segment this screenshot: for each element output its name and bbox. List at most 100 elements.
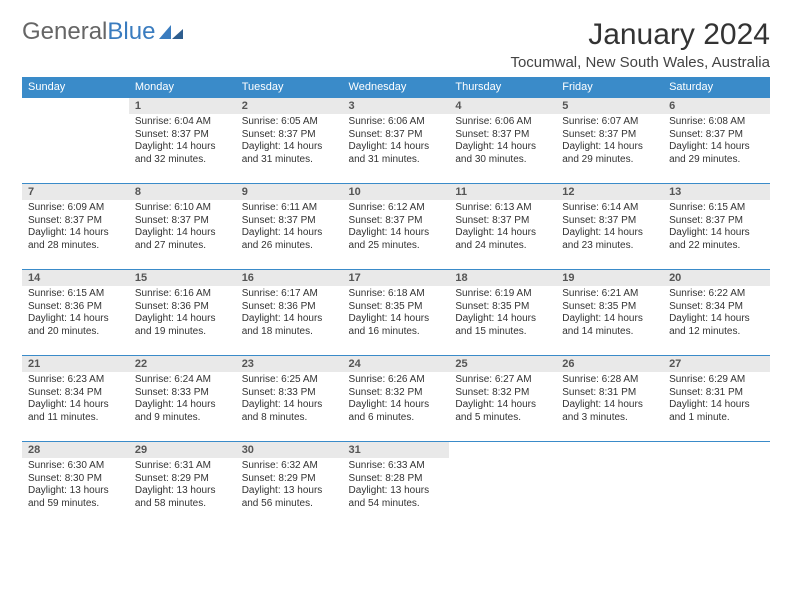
sunset-line: Sunset: 8:37 PM <box>242 215 337 228</box>
weekday-header: Sunday <box>22 77 129 97</box>
day-number: 11 <box>449 183 556 200</box>
sunset-line: Sunset: 8:35 PM <box>349 301 444 314</box>
day-details: Sunrise: 6:18 AMSunset: 8:35 PMDaylight:… <box>343 286 450 342</box>
weekday-header: Thursday <box>449 77 556 97</box>
day-details: Sunrise: 6:25 AMSunset: 8:33 PMDaylight:… <box>236 372 343 428</box>
sunrise-line: Sunrise: 6:21 AM <box>562 288 657 301</box>
daylight-line: Daylight: 14 hours and 31 minutes. <box>349 141 444 166</box>
calendar-day-cell: 16Sunrise: 6:17 AMSunset: 8:36 PMDayligh… <box>236 269 343 355</box>
sunset-line: Sunset: 8:34 PM <box>28 387 123 400</box>
day-number: 12 <box>556 183 663 200</box>
day-number: 29 <box>129 441 236 458</box>
day-number-empty <box>449 441 556 458</box>
sunrise-line: Sunrise: 6:19 AM <box>455 288 550 301</box>
calendar-day-cell: 19Sunrise: 6:21 AMSunset: 8:35 PMDayligh… <box>556 269 663 355</box>
calendar-day-cell: 23Sunrise: 6:25 AMSunset: 8:33 PMDayligh… <box>236 355 343 441</box>
daylight-line: Daylight: 14 hours and 32 minutes. <box>135 141 230 166</box>
daylight-line: Daylight: 14 hours and 31 minutes. <box>242 141 337 166</box>
day-number: 15 <box>129 269 236 286</box>
day-number: 14 <box>22 269 129 286</box>
calendar-day-cell: 30Sunrise: 6:32 AMSunset: 8:29 PMDayligh… <box>236 441 343 527</box>
day-number: 19 <box>556 269 663 286</box>
calendar-week-row: 28Sunrise: 6:30 AMSunset: 8:30 PMDayligh… <box>22 441 770 527</box>
day-details: Sunrise: 6:22 AMSunset: 8:34 PMDaylight:… <box>663 286 770 342</box>
daylight-line: Daylight: 14 hours and 15 minutes. <box>455 313 550 338</box>
sunset-line: Sunset: 8:37 PM <box>455 215 550 228</box>
sunset-line: Sunset: 8:37 PM <box>349 129 444 142</box>
calendar-week-row: 14Sunrise: 6:15 AMSunset: 8:36 PMDayligh… <box>22 269 770 355</box>
calendar-day-cell: 12Sunrise: 6:14 AMSunset: 8:37 PMDayligh… <box>556 183 663 269</box>
calendar-day-cell: 28Sunrise: 6:30 AMSunset: 8:30 PMDayligh… <box>22 441 129 527</box>
sunrise-line: Sunrise: 6:18 AM <box>349 288 444 301</box>
day-number: 4 <box>449 97 556 114</box>
daylight-line: Daylight: 14 hours and 29 minutes. <box>562 141 657 166</box>
day-number: 9 <box>236 183 343 200</box>
sunset-line: Sunset: 8:30 PM <box>28 473 123 486</box>
sunrise-line: Sunrise: 6:33 AM <box>349 460 444 473</box>
sunrise-line: Sunrise: 6:16 AM <box>135 288 230 301</box>
daylight-line: Daylight: 14 hours and 25 minutes. <box>349 227 444 252</box>
calendar-day-cell: 5Sunrise: 6:07 AMSunset: 8:37 PMDaylight… <box>556 97 663 183</box>
daylight-line: Daylight: 14 hours and 11 minutes. <box>28 399 123 424</box>
day-details: Sunrise: 6:30 AMSunset: 8:30 PMDaylight:… <box>22 458 129 514</box>
sunrise-line: Sunrise: 6:15 AM <box>28 288 123 301</box>
sunrise-line: Sunrise: 6:10 AM <box>135 202 230 215</box>
day-details: Sunrise: 6:04 AMSunset: 8:37 PMDaylight:… <box>129 114 236 170</box>
day-details: Sunrise: 6:14 AMSunset: 8:37 PMDaylight:… <box>556 200 663 256</box>
daylight-line: Daylight: 14 hours and 28 minutes. <box>28 227 123 252</box>
day-number-empty <box>663 441 770 458</box>
sunset-line: Sunset: 8:37 PM <box>562 129 657 142</box>
daylight-line: Daylight: 13 hours and 58 minutes. <box>135 485 230 510</box>
daylight-line: Daylight: 14 hours and 12 minutes. <box>669 313 764 338</box>
daylight-line: Daylight: 14 hours and 14 minutes. <box>562 313 657 338</box>
daylight-line: Daylight: 14 hours and 19 minutes. <box>135 313 230 338</box>
daylight-line: Daylight: 13 hours and 54 minutes. <box>349 485 444 510</box>
daylight-line: Daylight: 14 hours and 26 minutes. <box>242 227 337 252</box>
day-number: 17 <box>343 269 450 286</box>
calendar-body: 1Sunrise: 6:04 AMSunset: 8:37 PMDaylight… <box>22 97 770 527</box>
sunrise-line: Sunrise: 6:15 AM <box>669 202 764 215</box>
sunset-line: Sunset: 8:37 PM <box>455 129 550 142</box>
sunrise-line: Sunrise: 6:06 AM <box>455 116 550 129</box>
brand-part2: Blue <box>107 18 155 46</box>
day-details: Sunrise: 6:10 AMSunset: 8:37 PMDaylight:… <box>129 200 236 256</box>
day-number: 8 <box>129 183 236 200</box>
day-number: 18 <box>449 269 556 286</box>
day-number: 20 <box>663 269 770 286</box>
weekday-header: Monday <box>129 77 236 97</box>
calendar-day-cell: 31Sunrise: 6:33 AMSunset: 8:28 PMDayligh… <box>343 441 450 527</box>
calendar-empty-cell <box>449 441 556 527</box>
sunset-line: Sunset: 8:37 PM <box>669 215 764 228</box>
calendar-table: SundayMondayTuesdayWednesdayThursdayFrid… <box>22 77 770 527</box>
calendar-day-cell: 25Sunrise: 6:27 AMSunset: 8:32 PMDayligh… <box>449 355 556 441</box>
day-number: 7 <box>22 183 129 200</box>
sunset-line: Sunset: 8:37 PM <box>562 215 657 228</box>
sunrise-line: Sunrise: 6:11 AM <box>242 202 337 215</box>
day-number: 1 <box>129 97 236 114</box>
sunset-line: Sunset: 8:34 PM <box>669 301 764 314</box>
calendar-day-cell: 15Sunrise: 6:16 AMSunset: 8:36 PMDayligh… <box>129 269 236 355</box>
sunset-line: Sunset: 8:33 PM <box>242 387 337 400</box>
daylight-line: Daylight: 14 hours and 18 minutes. <box>242 313 337 338</box>
calendar-day-cell: 24Sunrise: 6:26 AMSunset: 8:32 PMDayligh… <box>343 355 450 441</box>
calendar-day-cell: 13Sunrise: 6:15 AMSunset: 8:37 PMDayligh… <box>663 183 770 269</box>
daylight-line: Daylight: 14 hours and 23 minutes. <box>562 227 657 252</box>
calendar-day-cell: 2Sunrise: 6:05 AMSunset: 8:37 PMDaylight… <box>236 97 343 183</box>
day-number: 24 <box>343 355 450 372</box>
sunrise-line: Sunrise: 6:26 AM <box>349 374 444 387</box>
sunset-line: Sunset: 8:37 PM <box>349 215 444 228</box>
day-details: Sunrise: 6:11 AMSunset: 8:37 PMDaylight:… <box>236 200 343 256</box>
calendar-day-cell: 27Sunrise: 6:29 AMSunset: 8:31 PMDayligh… <box>663 355 770 441</box>
daylight-line: Daylight: 14 hours and 3 minutes. <box>562 399 657 424</box>
day-number-empty <box>22 97 129 114</box>
daylight-line: Daylight: 14 hours and 9 minutes. <box>135 399 230 424</box>
sunrise-line: Sunrise: 6:29 AM <box>669 374 764 387</box>
sunset-line: Sunset: 8:33 PM <box>135 387 230 400</box>
day-details: Sunrise: 6:08 AMSunset: 8:37 PMDaylight:… <box>663 114 770 170</box>
daylight-line: Daylight: 14 hours and 29 minutes. <box>669 141 764 166</box>
sunset-line: Sunset: 8:28 PM <box>349 473 444 486</box>
location-subtitle: Tocumwal, New South Wales, Australia <box>510 54 770 71</box>
sunrise-line: Sunrise: 6:17 AM <box>242 288 337 301</box>
day-details: Sunrise: 6:07 AMSunset: 8:37 PMDaylight:… <box>556 114 663 170</box>
day-details: Sunrise: 6:27 AMSunset: 8:32 PMDaylight:… <box>449 372 556 428</box>
